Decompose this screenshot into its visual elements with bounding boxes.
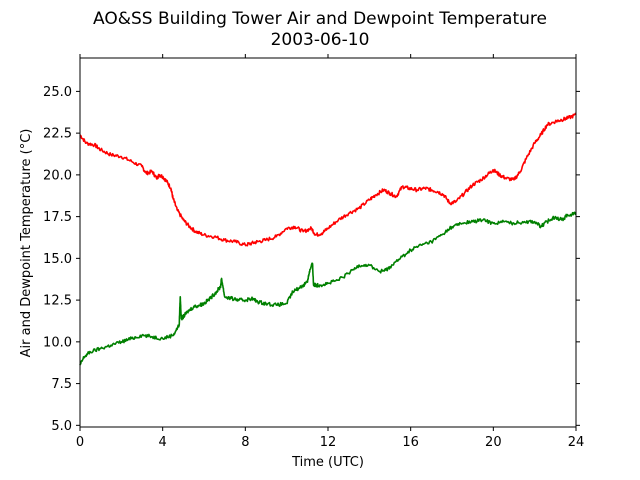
y-tick-label: 25.0 <box>43 85 72 100</box>
x-axis-label: Time (UTC) <box>291 455 364 470</box>
y-tick-label: 15.0 <box>43 252 72 267</box>
plot-frame <box>79 57 577 428</box>
x-axis: 0 4 8 12 16 20 24 <box>76 54 584 450</box>
y-tick-label: 10.0 <box>43 335 72 350</box>
chart-subtitle: 2003-06-10 <box>271 30 370 50</box>
y-axis: 5.0 7.5 10.0 12.5 15.0 17.5 20.0 22.5 25.0 <box>43 85 580 434</box>
x-tick-label: 4 <box>159 435 167 450</box>
x-tick-label: 8 <box>241 435 249 450</box>
y-tick-label: 5.0 <box>51 419 72 434</box>
chart-title: AO&SS Building Tower Air and Dewpoint Te… <box>93 9 547 29</box>
x-tick-label: 24 <box>568 435 585 450</box>
x-tick-label: 20 <box>485 435 502 450</box>
x-tick-label: 16 <box>402 435 419 450</box>
y-tick-label: 12.5 <box>43 294 72 309</box>
y-tick-label: 17.5 <box>43 210 72 225</box>
y-tick-label: 7.5 <box>51 377 72 392</box>
series-line-1 <box>79 112 577 247</box>
x-tick-label: 12 <box>320 435 337 450</box>
y-tick-label: 20.0 <box>43 168 72 183</box>
series-line-2 <box>79 211 577 366</box>
x-tick-label: 0 <box>76 435 84 450</box>
y-axis-label: Air and Dewpoint Temperature (°C) <box>19 129 34 358</box>
series-layer <box>79 112 577 366</box>
y-tick-label: 22.5 <box>43 127 72 142</box>
